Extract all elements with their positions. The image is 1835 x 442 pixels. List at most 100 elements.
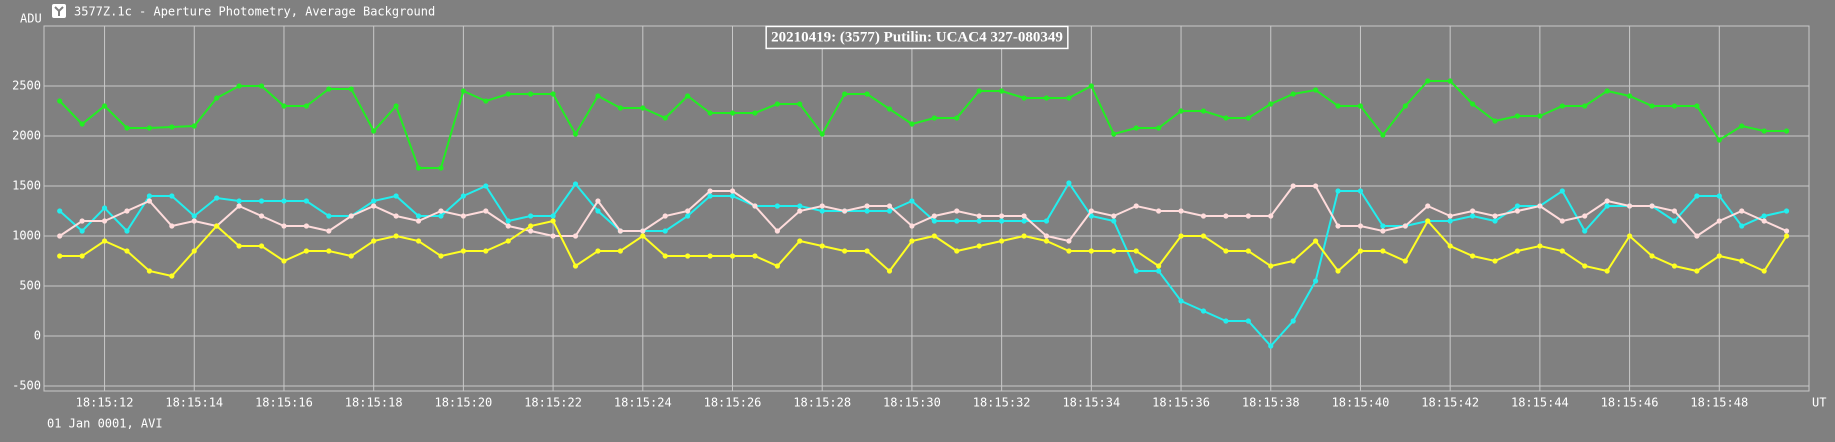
data-point [57, 253, 63, 259]
data-point [1783, 228, 1790, 234]
data-point [191, 213, 197, 219]
data-point [707, 188, 713, 194]
data-point [1200, 108, 1207, 114]
x-axis-label: UT [1812, 396, 1826, 410]
data-point [864, 208, 870, 214]
data-point [1021, 233, 1027, 239]
data-point [438, 253, 444, 259]
data-point [393, 233, 399, 239]
data-point [774, 101, 780, 107]
data-point [303, 248, 309, 254]
data-point [1335, 103, 1341, 109]
data-point [505, 223, 511, 229]
data-point [1649, 103, 1655, 109]
data-point [483, 183, 489, 189]
data-point [1290, 91, 1296, 97]
data-point [1649, 203, 1655, 209]
data-point [1469, 101, 1476, 107]
data-point [101, 103, 108, 109]
data-point [1447, 78, 1453, 84]
data-point [1761, 218, 1767, 224]
data-point [1111, 131, 1117, 137]
data-point [483, 248, 489, 254]
data-point [1469, 213, 1476, 219]
data-point [1066, 95, 1072, 101]
data-point [685, 253, 691, 259]
data-point [1245, 213, 1251, 219]
series-line [59, 185, 1787, 243]
data-point [1043, 95, 1050, 101]
data-point [191, 218, 197, 224]
data-point [460, 193, 466, 199]
data-point [1290, 318, 1296, 324]
data-point [124, 125, 130, 131]
data-point [236, 83, 242, 89]
data-point [550, 91, 556, 97]
data-point [1582, 228, 1588, 234]
data-point [348, 213, 354, 219]
data-point [797, 238, 803, 244]
data-point [1245, 318, 1251, 324]
data-point [909, 238, 915, 244]
data-point [1649, 253, 1655, 259]
data-point [1783, 208, 1790, 214]
data-point [1716, 193, 1722, 199]
data-point [729, 188, 736, 194]
data-point [1133, 268, 1139, 274]
data-point [124, 248, 130, 254]
data-point [729, 253, 736, 259]
data-point [1604, 198, 1610, 204]
data-point [1066, 248, 1072, 254]
data-point [169, 193, 175, 199]
data-point [1200, 213, 1207, 219]
data-point [1671, 208, 1678, 214]
data-point [864, 91, 870, 97]
data-point [258, 83, 265, 89]
data-point [954, 218, 960, 224]
y-tick-label: 2000 [12, 129, 41, 143]
data-point [348, 253, 354, 259]
x-tick-label: 18:15:34 [1062, 396, 1120, 410]
data-point [1425, 203, 1431, 209]
data-point [1716, 137, 1722, 143]
data-point [617, 248, 623, 254]
data-point [1447, 213, 1453, 219]
data-point [1290, 183, 1296, 189]
data-point [1380, 228, 1386, 234]
x-tick-label: 18:15:44 [1511, 396, 1569, 410]
data-point [1626, 203, 1633, 209]
data-point [1043, 218, 1050, 224]
data-point [348, 86, 354, 92]
data-point [326, 213, 332, 219]
data-point [886, 208, 893, 214]
data-point [1380, 132, 1386, 138]
data-point [1313, 183, 1319, 189]
data-point [662, 213, 668, 219]
data-point [931, 213, 937, 219]
data-point [415, 218, 422, 224]
data-point [258, 243, 265, 249]
data-point [931, 233, 937, 239]
data-point [662, 253, 668, 259]
data-point [1088, 83, 1094, 89]
data-point [281, 223, 287, 229]
data-point [1223, 318, 1229, 324]
data-point [729, 110, 736, 116]
x-tick-label: 18:15:20 [434, 396, 492, 410]
data-point [572, 181, 579, 187]
data-point [1469, 208, 1476, 214]
x-tick-label: 18:15:18 [345, 396, 403, 410]
data-point [415, 238, 422, 244]
data-point [662, 115, 668, 121]
data-point [1313, 278, 1319, 284]
data-point [864, 248, 870, 254]
data-point [1739, 223, 1745, 229]
x-tick-label: 18:15:12 [76, 396, 134, 410]
data-point [393, 213, 399, 219]
data-point [999, 88, 1005, 94]
data-point [1783, 128, 1790, 134]
x-tick-label: 18:15:36 [1152, 396, 1210, 410]
data-point [595, 248, 601, 254]
x-tick-label: 18:15:38 [1242, 396, 1300, 410]
